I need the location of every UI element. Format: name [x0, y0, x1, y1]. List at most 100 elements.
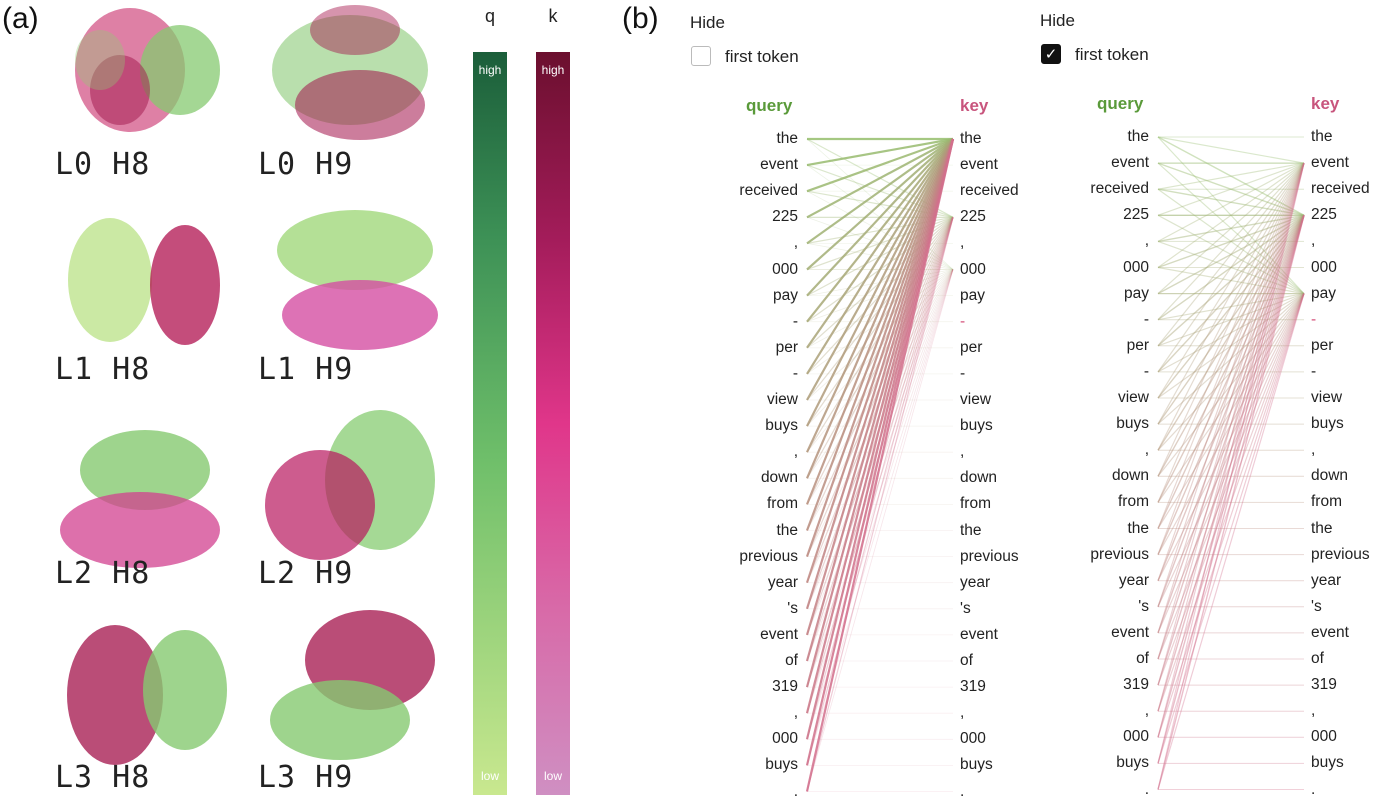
left-key-token[interactable]: 's: [960, 599, 971, 617]
left-query-token[interactable]: 's: [787, 599, 798, 617]
left-query-token[interactable]: view: [766, 391, 798, 408]
right-key-token[interactable]: year: [1311, 571, 1342, 589]
right-key-token[interactable]: 225: [1311, 206, 1337, 224]
left-query-token[interactable]: 000: [772, 730, 798, 748]
left-query-token[interactable]: ,: [793, 704, 798, 722]
right-query-token[interactable]: year: [1118, 571, 1149, 589]
left-key-token[interactable]: 225: [960, 208, 986, 226]
right-key-token[interactable]: of: [1311, 650, 1324, 667]
left-query-token[interactable]: the: [776, 521, 798, 539]
right-key-token[interactable]: event: [1311, 623, 1349, 641]
left-query-token[interactable]: -: [792, 312, 798, 330]
right-query-token[interactable]: 225: [1123, 206, 1149, 224]
right-query-token[interactable]: received: [1090, 180, 1149, 198]
right-key-token[interactable]: 000: [1311, 728, 1337, 746]
right-query-token[interactable]: 000: [1123, 728, 1149, 746]
left-key-token[interactable]: ,: [960, 443, 965, 461]
right-key-token[interactable]: per: [1311, 336, 1334, 354]
right-key-token[interactable]: 319: [1311, 676, 1337, 694]
left-key-token[interactable]: view: [960, 391, 992, 408]
left-query-token[interactable]: ,: [793, 234, 798, 252]
right-query-token[interactable]: buys: [1116, 415, 1149, 433]
left-key-token[interactable]: 319: [960, 678, 986, 696]
right-key-token[interactable]: previous: [1311, 545, 1370, 563]
left-query-token[interactable]: .: [793, 782, 798, 800]
right-query-token[interactable]: from: [1118, 493, 1149, 511]
left-query-token[interactable]: event: [760, 625, 798, 643]
left-query-token[interactable]: event: [760, 156, 798, 174]
right-key-token[interactable]: 's: [1311, 597, 1322, 615]
right-key-token[interactable]: ,: [1311, 441, 1316, 459]
left-first-token-checkbox[interactable]: [691, 46, 711, 66]
left-key-token[interactable]: the: [960, 130, 982, 147]
right-key-token[interactable]: event: [1311, 154, 1349, 172]
left-key-token[interactable]: 000: [960, 730, 986, 748]
right-query-token[interactable]: down: [1111, 467, 1149, 485]
left-query-token[interactable]: ,: [793, 443, 798, 461]
left-key-token[interactable]: -: [960, 364, 966, 382]
left-query-token[interactable]: down: [760, 469, 798, 487]
right-query-token[interactable]: the: [1127, 519, 1149, 537]
left-query-token[interactable]: buys: [765, 756, 798, 774]
left-key-token[interactable]: year: [960, 573, 991, 591]
right-query-token[interactable]: previous: [1090, 545, 1149, 563]
left-key-token[interactable]: .: [960, 782, 965, 800]
left-query-token[interactable]: 225: [772, 208, 798, 226]
left-query-token[interactable]: 000: [772, 260, 798, 278]
right-query-token[interactable]: buys: [1116, 754, 1149, 772]
left-query-token[interactable]: from: [767, 495, 798, 513]
right-key-token[interactable]: pay: [1311, 284, 1336, 302]
right-key-token[interactable]: -: [1311, 310, 1317, 328]
right-key-token[interactable]: down: [1311, 467, 1349, 485]
left-query-token[interactable]: previous: [739, 547, 798, 565]
left-key-token[interactable]: previous: [960, 547, 1019, 565]
right-key-token[interactable]: 000: [1311, 258, 1337, 276]
left-query-token[interactable]: year: [767, 573, 798, 591]
right-query-token[interactable]: 000: [1123, 258, 1149, 276]
left-key-token[interactable]: event: [960, 156, 998, 174]
left-query-token[interactable]: -: [792, 364, 798, 382]
left-query-token[interactable]: received: [739, 182, 798, 200]
right-query-token[interactable]: ,: [1144, 702, 1149, 720]
right-query-token[interactable]: ,: [1144, 232, 1149, 250]
left-query-token[interactable]: of: [785, 652, 798, 669]
right-key-token[interactable]: the: [1311, 519, 1333, 537]
right-query-token[interactable]: per: [1126, 336, 1149, 354]
right-key-token[interactable]: view: [1311, 389, 1343, 406]
right-query-token[interactable]: .: [1144, 780, 1149, 798]
right-query-token[interactable]: the: [1127, 128, 1149, 145]
left-key-token[interactable]: ,: [960, 234, 965, 252]
right-query-token[interactable]: event: [1111, 623, 1149, 641]
left-query-token[interactable]: 319: [772, 678, 798, 696]
right-query-token[interactable]: -: [1143, 362, 1149, 380]
left-key-token[interactable]: buys: [960, 756, 993, 774]
left-key-token[interactable]: the: [960, 521, 982, 539]
left-query-token[interactable]: pay: [773, 286, 798, 304]
left-key-token[interactable]: 000: [960, 260, 986, 278]
left-key-token[interactable]: of: [960, 652, 973, 669]
left-key-token[interactable]: pay: [960, 286, 985, 304]
left-query-token[interactable]: buys: [765, 417, 798, 435]
right-query-token[interactable]: 319: [1123, 676, 1149, 694]
left-key-token[interactable]: -: [960, 312, 966, 330]
right-key-token[interactable]: -: [1311, 362, 1317, 380]
right-key-token[interactable]: from: [1311, 493, 1342, 511]
right-key-token[interactable]: .: [1311, 780, 1316, 798]
left-key-token[interactable]: from: [960, 495, 991, 513]
left-key-token[interactable]: buys: [960, 417, 993, 435]
left-query-token[interactable]: per: [775, 338, 798, 356]
right-query-token[interactable]: of: [1136, 650, 1149, 667]
right-query-token[interactable]: pay: [1124, 284, 1149, 302]
right-query-token[interactable]: event: [1111, 154, 1149, 172]
right-query-token[interactable]: view: [1117, 389, 1149, 406]
right-query-token[interactable]: ,: [1144, 441, 1149, 459]
right-key-token[interactable]: buys: [1311, 754, 1344, 772]
right-query-token[interactable]: -: [1143, 310, 1149, 328]
right-query-token[interactable]: 's: [1138, 597, 1149, 615]
left-query-token[interactable]: the: [776, 130, 798, 147]
left-key-token[interactable]: ,: [960, 704, 965, 722]
right-key-token[interactable]: ,: [1311, 702, 1316, 720]
right-key-token[interactable]: ,: [1311, 232, 1316, 250]
left-key-token[interactable]: received: [960, 182, 1019, 200]
left-key-token[interactable]: event: [960, 625, 998, 643]
